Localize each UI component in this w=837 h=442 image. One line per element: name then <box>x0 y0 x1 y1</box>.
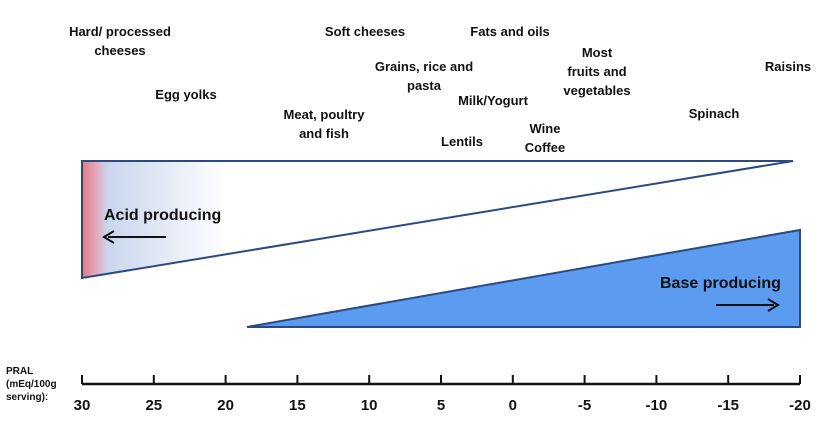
axis-tick-label: -5 <box>578 397 591 414</box>
food-label-milk-yogurt: Milk/Yogurt <box>458 93 528 108</box>
food-label-spinach: Spinach <box>688 106 740 121</box>
food-label-fats-oils: Fats and oils <box>470 24 550 39</box>
food-label-fruits-vegetables: Most fruits and vegetables <box>563 45 631 98</box>
axis-tick-label: 0 <box>509 397 517 414</box>
axis-tick-label: 30 <box>74 397 91 414</box>
base-producing-label: Base producing <box>660 275 781 292</box>
base-producing-wedge <box>246 228 801 328</box>
axis-ticks: 30 25 20 15 10 5 0 -5 -10 -15 -20 <box>74 375 811 414</box>
axis-tick-label: 10 <box>361 397 378 414</box>
right-arrow-icon <box>716 298 780 312</box>
axis-tick-label: 25 <box>145 397 162 414</box>
axis-tick-label: 20 <box>217 397 234 414</box>
food-label-raisins: Raisins <box>764 59 812 74</box>
food-label-grains: Grains, rice and pasta <box>374 59 474 93</box>
food-label-hard-cheeses: Hard/ processed cheeses <box>69 24 171 58</box>
food-label-wine-coffee: Wine Coffee <box>524 121 566 155</box>
pral-axis: 30 25 20 15 10 5 0 -5 -10 -15 -20 <box>74 375 811 414</box>
left-arrow-icon <box>102 230 166 244</box>
food-label-egg-yolks: Egg yolks <box>155 87 217 102</box>
axis-title: PRAL (mEq/100g serving): <box>6 366 57 403</box>
food-label-meat: Meat, poultry and fish <box>283 107 365 141</box>
axis-tick-label: -15 <box>717 397 739 414</box>
acid-producing-label: Acid producing <box>104 207 221 224</box>
axis-tick-label: -20 <box>789 397 811 414</box>
food-label-soft-cheeses: Soft cheeses <box>324 24 406 39</box>
axis-tick-label: 15 <box>289 397 306 414</box>
food-label-lentils: Lentils <box>441 134 483 149</box>
acid-producing-wedge <box>81 160 794 280</box>
axis-tick-label: -10 <box>646 397 668 414</box>
axis-tick-label: 5 <box>437 397 445 414</box>
